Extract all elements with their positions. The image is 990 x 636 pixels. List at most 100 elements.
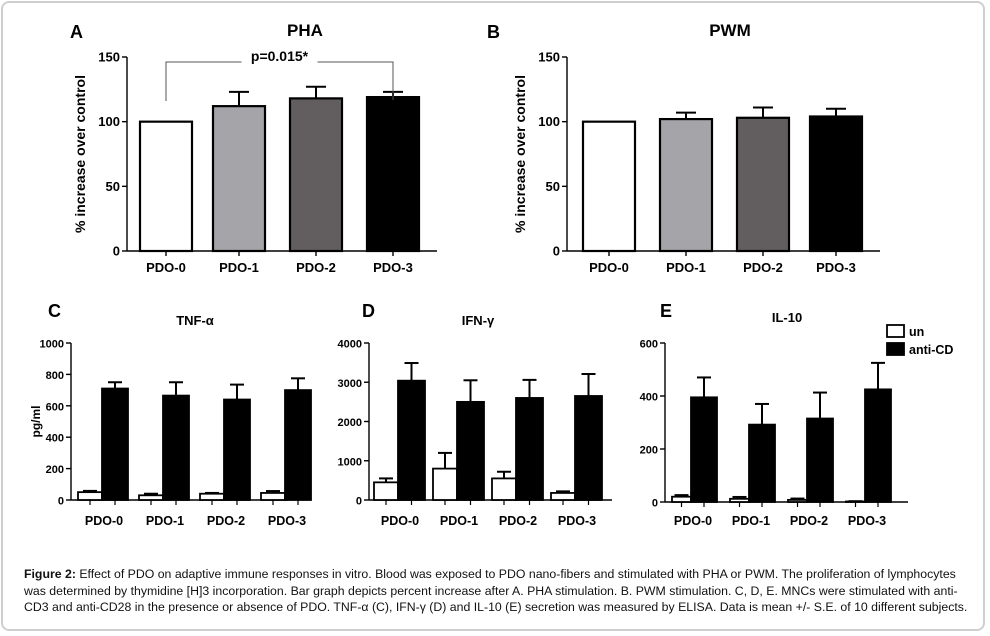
y-tick-label: 3000 xyxy=(338,378,362,390)
y-tick-label: 600 xyxy=(640,339,658,351)
y-tick-label: 600 xyxy=(46,401,64,413)
y-axis-label: % increase over control xyxy=(72,75,88,233)
y-tick-label: 0 xyxy=(113,244,120,259)
panel-letter: E xyxy=(660,301,672,321)
panel-letter: B xyxy=(487,22,500,42)
chart-title: IFN-γ xyxy=(462,313,495,328)
y-axis-label: pg/ml xyxy=(29,406,43,438)
x-tick-label: PDO-1 xyxy=(666,260,706,275)
bar-anti-cd-pdo-1 xyxy=(748,423,776,503)
chart-title: TNF-α xyxy=(176,313,214,328)
bar-anti-cd-pdo-3 xyxy=(284,389,312,501)
y-tick-label: 800 xyxy=(46,370,64,382)
x-tick-label: PDO-3 xyxy=(268,514,306,528)
bar-un-pdo-3 xyxy=(845,500,866,503)
chart-title: PWM xyxy=(709,21,751,40)
x-tick-label: PDO-2 xyxy=(296,260,336,275)
x-tick-label: PDO-3 xyxy=(558,514,596,528)
bar-anti-cd-pdo-3 xyxy=(574,395,603,501)
x-tick-label: PDO-1 xyxy=(146,514,184,528)
y-tick-label: 150 xyxy=(98,50,120,65)
x-tick-label: PDO-0 xyxy=(146,260,186,275)
legend-label-anti-cd: anti-CD xyxy=(909,343,953,357)
y-tick-label: 0 xyxy=(356,496,362,508)
panel-c: C TNF-α 0 200 400 600 800 1000 pg/ml PDO-0 PDO-1 PD… xyxy=(29,301,312,528)
y-axis-label: % increase over control xyxy=(512,75,528,233)
bar-un-pdo-1 xyxy=(432,467,458,501)
y-tick-label: 50 xyxy=(546,179,560,194)
bar-anti-cd-pdo-0 xyxy=(690,396,718,503)
bar-pdo-3 xyxy=(808,115,864,253)
bar-un-pdo-2 xyxy=(491,477,517,501)
legend-swatch-anti-cd xyxy=(886,342,905,356)
bar-anti-cd-pdo-2 xyxy=(223,398,251,501)
x-tick-label: PDO-3 xyxy=(816,260,856,275)
x-tick-label: PDO-2 xyxy=(499,514,537,528)
bar-anti-cd-pdo-2 xyxy=(806,417,834,503)
bar-pdo-2 xyxy=(288,97,344,253)
x-tick-label: PDO-1 xyxy=(732,514,770,528)
y-tick-label: 50 xyxy=(106,179,120,194)
bar-pdo-0 xyxy=(138,120,194,253)
y-tick-label: 4000 xyxy=(338,339,362,351)
x-tick-label: PDO-2 xyxy=(743,260,783,275)
y-tick-label: 1000 xyxy=(338,456,362,468)
bar-pdo-3 xyxy=(365,95,421,253)
p-value-annotation: p=0.015* xyxy=(251,48,309,64)
caption-text: Effect of PDO on adaptive immune respons… xyxy=(24,567,968,614)
bar-un-pdo-0 xyxy=(671,495,692,503)
significance-bracket xyxy=(165,61,394,101)
x-tick-label: PDO-3 xyxy=(373,260,413,275)
x-tick-label: PDO-0 xyxy=(589,260,629,275)
y-tick-label: 400 xyxy=(46,433,64,445)
bar-un-pdo-3 xyxy=(550,492,576,501)
panel-e: E IL-10 0 200 400 600 PDO-0 PDO-1 PDO-2 PDO-3 un an… xyxy=(640,301,954,528)
bar-anti-cd-pdo-1 xyxy=(456,400,485,501)
bar-pdo-2 xyxy=(735,116,791,253)
bar-anti-cd-pdo-3 xyxy=(864,388,892,503)
bar-un-pdo-0 xyxy=(77,491,103,501)
bar-anti-cd-pdo-0 xyxy=(101,387,129,501)
y-tick-label: 0 xyxy=(58,496,64,508)
x-tick-label: PDO-2 xyxy=(790,514,828,528)
y-tick-label: 100 xyxy=(538,114,560,129)
x-tick-label: PDO-0 xyxy=(85,514,123,528)
bar-un-pdo-0 xyxy=(373,481,399,501)
panel-b: B PWM 0 50 100 150 % increase over control PDO-… xyxy=(487,21,880,275)
x-tick-label: PDO-1 xyxy=(440,514,478,528)
bar-un-pdo-2 xyxy=(787,498,808,503)
y-tick-label: 200 xyxy=(46,464,64,476)
y-tick-label: 400 xyxy=(640,392,658,404)
y-tick-label: 200 xyxy=(640,445,658,457)
legend-label-un: un xyxy=(909,325,924,339)
legend-swatch-un xyxy=(886,324,905,338)
panel-letter: C xyxy=(48,301,61,321)
x-tick-label: PDO-3 xyxy=(848,514,886,528)
bar-un-pdo-2 xyxy=(199,492,225,501)
bar-un-pdo-1 xyxy=(138,494,164,501)
panel-letter: A xyxy=(70,22,83,42)
y-tick-label: 0 xyxy=(553,244,560,259)
panel-letter: D xyxy=(362,301,375,321)
x-tick-label: PDO-1 xyxy=(219,260,259,275)
bar-un-pdo-1 xyxy=(729,497,750,503)
panel-a: A PHA 0 50 100 150 % increase over control PDO-… xyxy=(70,21,437,275)
bar-pdo-1 xyxy=(211,105,267,253)
bar-anti-cd-pdo-1 xyxy=(162,394,190,501)
bar-un-pdo-3 xyxy=(260,492,286,501)
y-tick-label: 100 xyxy=(98,114,120,129)
figure-caption: Figure 2: Effect of PDO on adaptive immu… xyxy=(24,566,974,616)
bar-pdo-0 xyxy=(581,120,637,253)
x-tick-label: PDO-0 xyxy=(381,514,419,528)
y-tick-label: 2000 xyxy=(338,417,362,429)
panel-d: D IFN-γ 0 1000 2000 3000 4000 PDO-0 PDO-1 PDO-2 PD… xyxy=(338,301,612,528)
chart-title: IL-10 xyxy=(772,310,802,325)
chart-title: PHA xyxy=(287,21,323,40)
y-tick-label: 0 xyxy=(652,498,658,510)
y-tick-label: 150 xyxy=(538,50,560,65)
bar-pdo-1 xyxy=(658,117,714,253)
y-tick-label: 1000 xyxy=(40,339,64,351)
caption-label: Figure 2: xyxy=(24,567,76,581)
